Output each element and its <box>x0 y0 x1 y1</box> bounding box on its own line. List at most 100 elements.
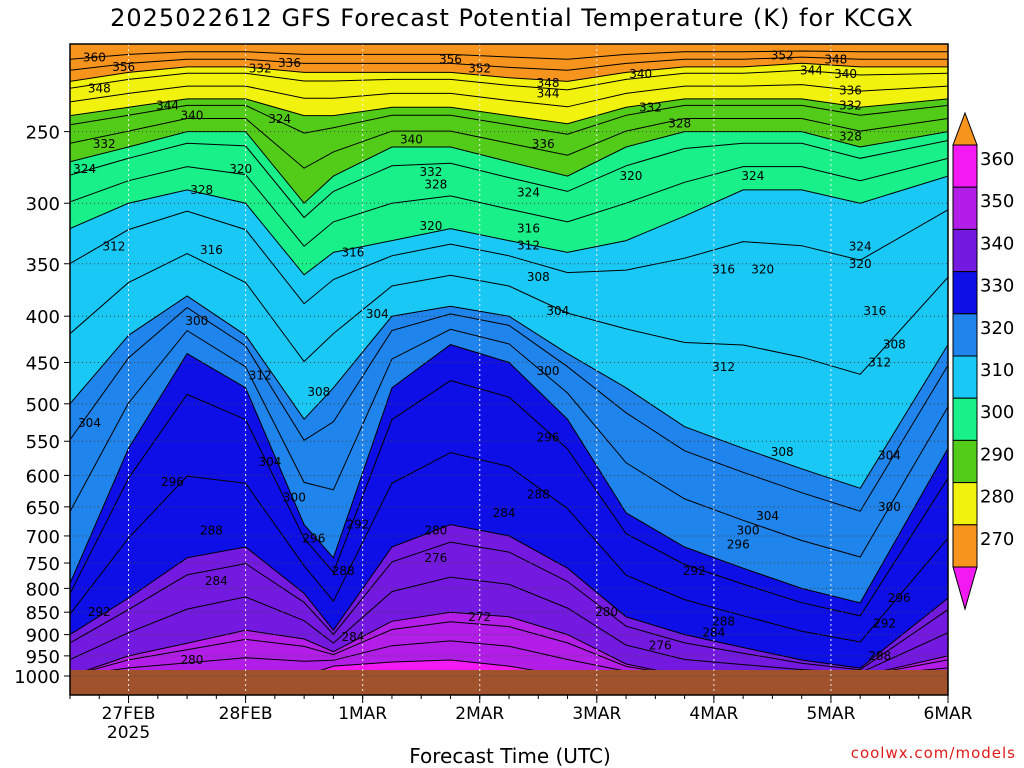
isentrope-304 <box>70 328 948 558</box>
contour-label: 276 <box>649 638 672 652</box>
contour-label: 304 <box>756 509 779 523</box>
contour-label: 300 <box>878 500 901 514</box>
contour-label: 288 <box>332 564 355 578</box>
isentrope-310 <box>70 295 948 489</box>
colorbar-bin-330-340 <box>952 439 978 484</box>
contour-label: 284 <box>341 630 364 644</box>
contour-label: 332 <box>420 165 443 179</box>
contour-label: 344 <box>800 64 823 78</box>
colorbar-bin-350-360 <box>952 524 978 568</box>
contour-label: 312 <box>517 238 540 252</box>
contour-label: 312 <box>102 240 125 254</box>
contour-label: 304 <box>878 448 901 462</box>
colorbar-bin-310-320 <box>952 355 978 399</box>
x-tick-label-4MAR: 4MAR <box>689 704 738 724</box>
contour-label: 320 <box>849 257 872 271</box>
contour-label: 288 <box>712 614 735 628</box>
y-tick-label-500: 500 <box>26 395 60 416</box>
contour-label: 300 <box>185 314 208 328</box>
colorbar-bin-260-270 <box>952 144 978 188</box>
contour-label: 348 <box>824 52 847 66</box>
contour-label: 332 <box>93 137 116 151</box>
y-tick-label-450: 450 <box>26 353 60 374</box>
contour-label: 296 <box>888 591 911 605</box>
contour-label: 276 <box>424 551 447 565</box>
contour-label: 304 <box>546 304 569 318</box>
contour-label: 332 <box>249 62 272 76</box>
isentrope-344 <box>70 84 948 108</box>
x-tick-label-28FEB: 28FEB <box>219 704 273 724</box>
contour-label: 332 <box>639 100 662 114</box>
contour-label: 348 <box>537 76 560 90</box>
contour-label: 328 <box>668 117 691 131</box>
y-tick-label-300: 300 <box>26 194 60 215</box>
contour-label: 288 <box>200 523 223 537</box>
x-tick-sublabel: 2025 <box>107 723 150 743</box>
contour-label: 300 <box>283 491 306 505</box>
isentrope-298 <box>70 380 948 617</box>
contour-label: 344 <box>537 87 560 101</box>
contour-label: 320 <box>420 219 443 233</box>
contour-label: 336 <box>839 83 862 97</box>
contour-label: 296 <box>161 475 184 489</box>
contour-label: 344 <box>156 99 179 113</box>
contour-label: 308 <box>771 445 794 459</box>
x-tick-label-3MAR: 3MAR <box>572 704 621 724</box>
chart-title: 2025022612 GFS Forecast Potential Temper… <box>110 4 914 32</box>
contour-label: 308 <box>527 270 550 284</box>
x-tick-label-1MAR: 1MAR <box>338 704 387 724</box>
contour-label: 312 <box>712 360 735 374</box>
source-credit[interactable]: coolwx.com/models <box>850 744 1016 762</box>
contour-label: 292 <box>346 518 369 532</box>
x-tick-label-27FEB: 27FEB <box>102 704 156 724</box>
contour-label: 308 <box>307 385 330 399</box>
contour-label: 328 <box>839 129 862 143</box>
isentrope-300 <box>70 344 948 604</box>
colorbar-label-310: 310 <box>980 360 1014 381</box>
contour-label: 304 <box>259 455 282 469</box>
contour-label: 288 <box>868 649 891 663</box>
contour-label: 316 <box>863 304 886 318</box>
contour-label: 280 <box>180 653 203 667</box>
contour-label: 336 <box>278 56 301 70</box>
colorbar-overflow-high <box>952 111 978 146</box>
colorbar-label-270: 270 <box>980 529 1014 550</box>
contour-label: 336 <box>532 137 555 151</box>
contour-label: 312 <box>249 368 272 382</box>
x-axis-label: Forecast Time (UTC) <box>409 744 611 768</box>
contour-label: 300 <box>737 523 760 537</box>
colorbar-label-300: 300 <box>980 402 1014 423</box>
colorbar-bin-340-350 <box>952 482 978 526</box>
contour-label: 320 <box>229 162 252 176</box>
contour-label: 308 <box>883 338 906 352</box>
y-tick-label-850: 850 <box>26 603 60 624</box>
contour-label: 292 <box>683 564 706 578</box>
contour-label: 356 <box>112 60 135 74</box>
colorbar-bin-300-310 <box>952 313 978 357</box>
colorbar-label-320: 320 <box>980 318 1014 339</box>
isentrope-340 <box>70 98 948 125</box>
y-tick-label-400: 400 <box>26 307 60 328</box>
y-tick-label-550: 550 <box>26 432 60 453</box>
contour-label: 312 <box>868 355 891 369</box>
contour-label: 296 <box>302 532 325 546</box>
contour-label: 320 <box>619 169 642 183</box>
contour-label: 356 <box>439 52 462 66</box>
contour-label: 320 <box>751 262 774 276</box>
contour-label: 340 <box>834 67 857 81</box>
contour-label: 340 <box>400 132 423 146</box>
colorbar-label-280: 280 <box>980 487 1014 508</box>
y-tick-label-350: 350 <box>26 255 60 276</box>
colorbar-label-350: 350 <box>980 191 1014 212</box>
contour-label: 324 <box>517 186 540 200</box>
contour-label: 328 <box>424 177 447 191</box>
contour-label: 300 <box>537 364 560 378</box>
y-tick-label-700: 700 <box>26 527 60 548</box>
y-tick-label-750: 750 <box>26 554 60 575</box>
contour-label: 280 <box>595 605 618 619</box>
y-tick-label-650: 650 <box>26 498 60 519</box>
contour-label: 284 <box>493 506 516 520</box>
contour-label: 292 <box>88 605 111 619</box>
